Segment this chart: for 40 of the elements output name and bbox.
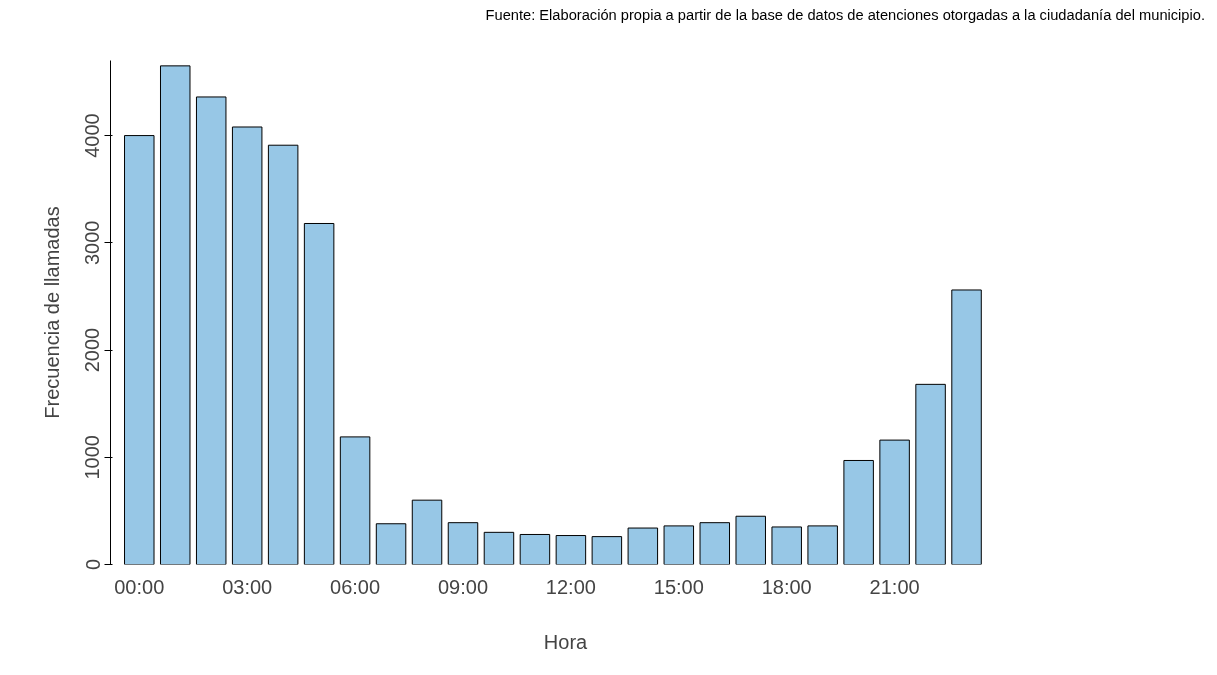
bar (879, 439, 910, 565)
x-tick-label: 00:00 (114, 575, 165, 598)
bar (555, 535, 587, 565)
bar (951, 289, 982, 565)
bar (124, 135, 155, 565)
bar (411, 499, 443, 565)
bar (339, 436, 371, 565)
bar (195, 96, 227, 565)
bar (591, 536, 623, 565)
x-tick-label: 03:00 (222, 575, 273, 598)
bar (915, 383, 946, 565)
x-tick-label: 12:00 (545, 575, 596, 598)
y-tick-label: 2000 (81, 327, 104, 373)
y-tick-label: 1000 (81, 435, 104, 480)
x-tick-label: 09:00 (437, 575, 489, 598)
bar (231, 126, 263, 565)
bar (627, 527, 659, 565)
x-tick-label: 21:00 (869, 575, 920, 598)
bar (735, 515, 766, 565)
x-axis-title: Hora (543, 630, 589, 653)
bar (519, 533, 551, 565)
y-axis-title: Frecuencia de llamadas (40, 206, 63, 419)
bar (771, 526, 802, 565)
bar (699, 522, 731, 565)
bar (160, 65, 191, 565)
y-tick-label: 0 (81, 558, 104, 571)
x-tick-label: 15:00 (653, 575, 704, 598)
x-tick-label: 06:00 (330, 575, 381, 598)
y-tick-label: 3000 (81, 220, 104, 266)
bar (375, 523, 407, 565)
bar (663, 525, 695, 565)
x-tick-label: 18:00 (761, 575, 812, 598)
bar (807, 525, 838, 565)
bar (483, 531, 515, 565)
bar (267, 144, 299, 565)
y-tick-label: 4000 (81, 113, 104, 158)
source-note: Fuente: Elaboración propia a partir de la base de datos de atenciones otorgadas a la ciudadanía del municipio. (485, 6, 1205, 25)
bar (303, 223, 335, 565)
bar (447, 522, 479, 565)
bar (843, 459, 874, 565)
